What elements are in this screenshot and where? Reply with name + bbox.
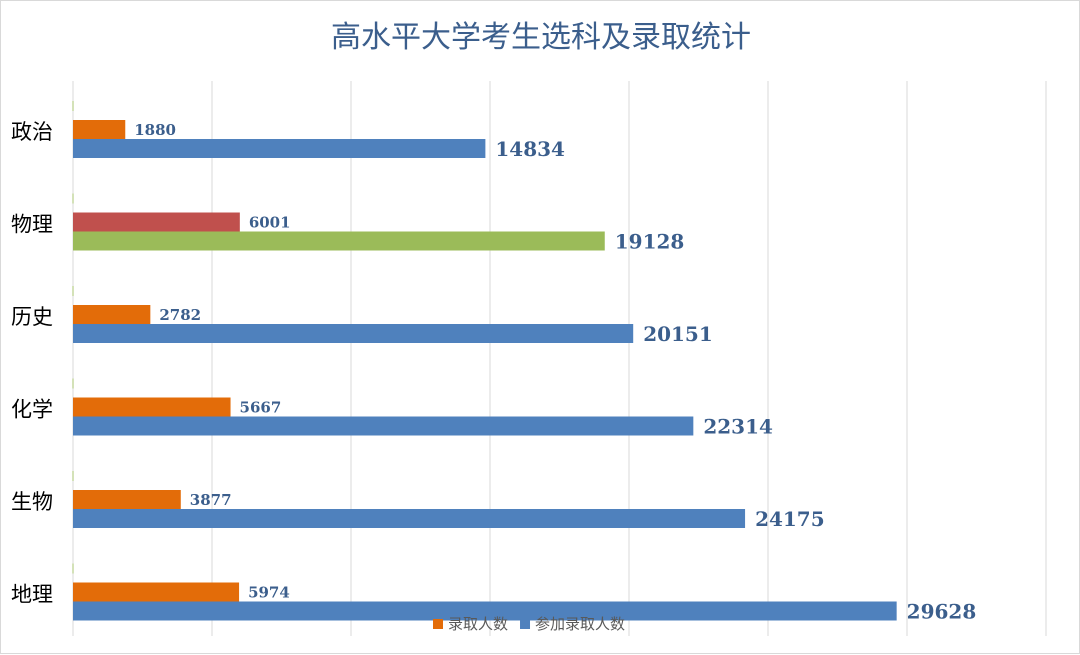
category-label-3: 化学 [11, 398, 53, 422]
legend-label-0: 录取人数 [448, 615, 508, 633]
category-label-2: 历史 [11, 305, 53, 329]
gridlines [72, 81, 1047, 636]
value-labels: 1880 14834 6001 19128 2782 20151 5667 22314 3877… [134, 121, 976, 624]
legend-swatch-1 [520, 619, 531, 629]
value-label-admitted-3: 5667 [240, 399, 282, 417]
legend-label-1: 参加录取人数 [535, 615, 625, 633]
bar-applicants-5 [73, 601, 897, 621]
bar-applicants-4 [73, 509, 746, 528]
category-label-5: 地理 [11, 583, 53, 607]
chart-title: 高水平大学考生选科及录取统计 [331, 20, 751, 55]
value-label-applicants-4: 24175 [755, 507, 825, 531]
value-label-applicants-0: 14834 [495, 137, 565, 161]
category-label-1: 物理 [11, 213, 53, 237]
bar-admitted-4 [73, 490, 181, 509]
value-label-applicants-1: 19128 [615, 230, 685, 254]
value-label-admitted-0: 1880 [134, 121, 176, 139]
bar-applicants-2 [73, 324, 634, 343]
bar-applicants-0 [73, 139, 486, 158]
value-label-admitted-1: 6001 [249, 214, 291, 232]
value-label-applicants-3: 22314 [703, 415, 773, 439]
bar-applicants-1 [73, 231, 605, 251]
bars [72, 101, 897, 621]
category-label-4: 生物 [11, 490, 53, 514]
bar-admitted-2 [73, 305, 151, 324]
legend: 录取人数 参加录取人数 [433, 615, 625, 633]
category-label-0: 政治 [11, 120, 53, 144]
value-label-applicants-2: 20151 [643, 322, 713, 346]
legend-swatch-0 [433, 619, 443, 629]
bar-admitted-5 [73, 582, 240, 602]
value-label-admitted-5: 5974 [248, 584, 290, 602]
bar-admitted-3 [73, 397, 231, 417]
value-label-admitted-2: 2782 [159, 306, 201, 324]
bar-applicants-3 [73, 416, 694, 436]
value-label-applicants-5: 29628 [907, 600, 977, 624]
value-label-admitted-4: 3877 [190, 491, 232, 509]
bar-admitted-1 [73, 212, 240, 232]
bar-admitted-0 [73, 120, 126, 139]
